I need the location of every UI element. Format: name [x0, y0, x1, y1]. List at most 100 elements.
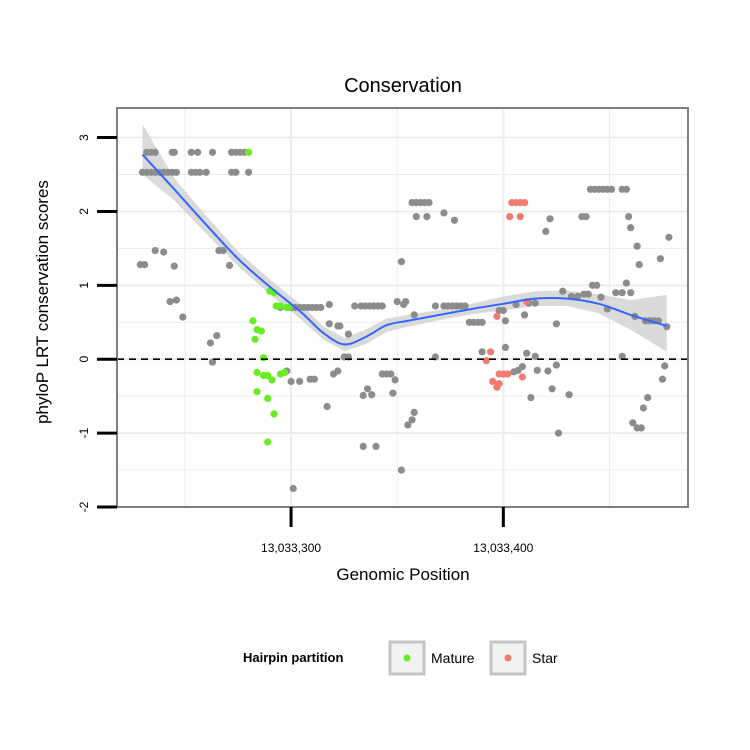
data-point-other — [359, 442, 367, 450]
data-point-other — [527, 394, 535, 402]
data-point-other — [372, 442, 380, 450]
data-point-star — [493, 312, 501, 320]
data-point-mature — [264, 371, 272, 380]
data-point-other — [635, 261, 643, 269]
data-point-other — [552, 361, 561, 369]
data-point-other — [593, 281, 601, 289]
data-point-other — [597, 293, 605, 301]
data-point-other — [518, 363, 527, 371]
data-point-other — [622, 279, 631, 287]
data-point-star — [489, 377, 497, 385]
data-point-other — [521, 311, 529, 319]
data-point-other — [461, 302, 469, 310]
data-point-mature — [268, 376, 276, 384]
data-point-other — [639, 404, 648, 412]
data-point-other — [554, 429, 563, 437]
data-point-other — [141, 261, 149, 269]
data-point-other — [501, 317, 509, 325]
y-tick-label: 0 — [77, 356, 91, 363]
data-point-other — [629, 419, 637, 427]
data-point-other — [170, 148, 178, 156]
data-point-other — [625, 213, 633, 221]
data-point-other — [213, 332, 221, 340]
data-point-other — [661, 362, 669, 370]
series-star — [482, 199, 531, 391]
data-point-other — [160, 248, 168, 256]
data-point-other — [627, 224, 635, 232]
data-point-other — [425, 199, 433, 207]
data-point-other — [323, 402, 331, 411]
data-point-other — [208, 358, 217, 366]
y-tick-label: -2 — [77, 501, 91, 512]
data-point-other — [387, 370, 395, 378]
legend-label-star: Star — [532, 650, 558, 666]
data-point-other — [412, 213, 420, 221]
data-point-other — [151, 247, 159, 255]
data-point-star — [504, 370, 512, 378]
data-point-other — [206, 339, 214, 347]
y-tick-label: 3 — [77, 134, 91, 141]
data-point-other — [622, 185, 631, 193]
data-point-other — [397, 466, 405, 474]
data-point-other — [637, 424, 645, 432]
y-axis-label: phyloP LRT conservation scores — [33, 180, 52, 424]
data-point-other — [296, 377, 304, 385]
legend-item-mature: Mature — [388, 640, 475, 676]
data-point-other — [378, 302, 386, 310]
data-point-other — [618, 289, 626, 297]
data-point-other — [287, 377, 295, 385]
data-point-mature — [281, 368, 289, 377]
data-point-other — [289, 484, 297, 493]
data-point-other — [574, 292, 582, 300]
data-point-other — [546, 215, 554, 223]
data-point-star — [487, 348, 495, 356]
data-point-mature — [245, 148, 253, 156]
data-point-other — [151, 148, 159, 156]
data-point-mature — [270, 410, 278, 418]
data-point-other — [531, 299, 539, 307]
data-point-other — [389, 389, 397, 397]
data-point-other — [359, 391, 367, 399]
data-point-mature — [257, 327, 265, 335]
smooth-trend-line — [141, 153, 668, 346]
data-point-other — [450, 216, 459, 224]
legend-item-star: Star — [489, 640, 558, 676]
data-point-other — [166, 298, 174, 306]
data-point-star — [516, 213, 524, 221]
data-point-other — [245, 168, 253, 176]
plot-panel — [116, 107, 689, 508]
data-point-other — [232, 168, 240, 176]
data-point-mature — [264, 394, 272, 402]
data-point-other — [393, 298, 401, 306]
data-point-other — [408, 416, 416, 424]
data-point-other — [225, 261, 234, 269]
data-point-other — [548, 385, 556, 393]
data-point-other — [608, 185, 616, 193]
data-point-other — [194, 148, 202, 156]
data-point-mature — [249, 317, 257, 325]
data-point-star — [506, 213, 514, 221]
data-point-other — [633, 242, 641, 250]
data-point-mature — [285, 303, 293, 312]
y-axis: -2 -1 0 1 2 3 — [77, 134, 117, 512]
legend: Hairpin partition Mature Star — [243, 640, 558, 676]
data-point-other — [325, 300, 333, 309]
legend-marker-mature — [403, 654, 411, 662]
data-point-mature — [253, 388, 261, 396]
x-tick-label: 13,033,400 — [473, 541, 533, 555]
data-point-other — [196, 168, 204, 176]
data-point-other — [478, 318, 486, 326]
series-other — [136, 148, 673, 493]
data-point-other — [665, 233, 673, 241]
data-point-other — [565, 391, 573, 399]
data-point-other — [499, 306, 507, 315]
data-point-other — [559, 287, 567, 295]
data-point-other — [627, 289, 635, 297]
data-point-other — [219, 247, 227, 255]
data-point-other — [552, 320, 561, 328]
data-point-other — [410, 311, 418, 319]
data-point-other — [478, 348, 486, 356]
data-point-mature — [259, 354, 268, 362]
data-point-star — [521, 199, 529, 207]
data-point-other — [202, 168, 210, 176]
